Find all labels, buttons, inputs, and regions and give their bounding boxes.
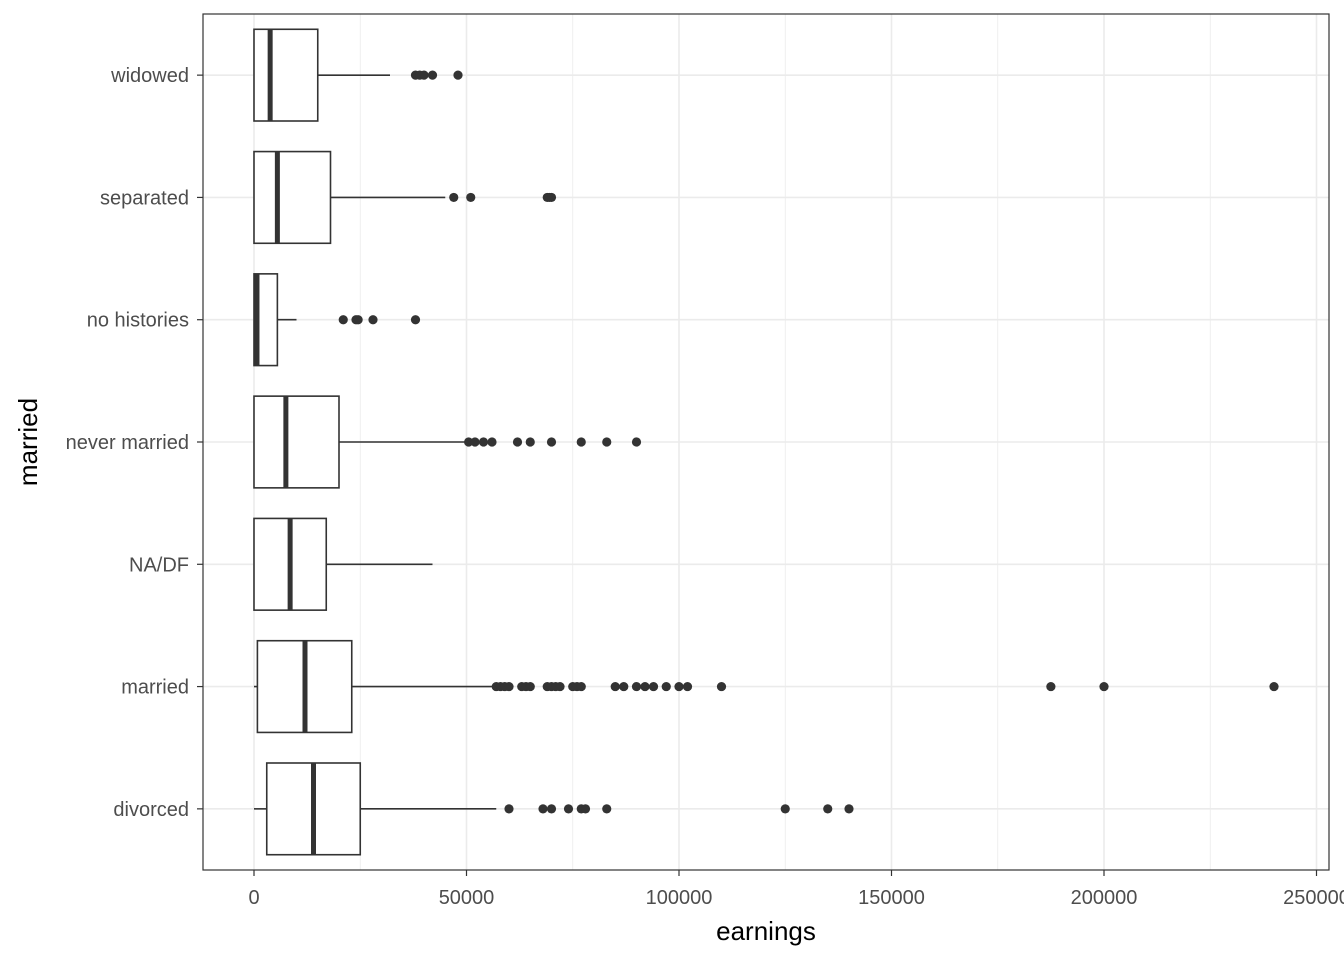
y-tick-label: widowed <box>110 65 189 87</box>
box-no-histories <box>253 273 421 367</box>
outlier-point <box>602 437 612 447</box>
outlier-point <box>780 804 790 814</box>
outlier-point <box>716 681 727 692</box>
y-tick-label: no histories <box>87 310 189 332</box>
y-axis-title: married <box>13 398 43 486</box>
box-separated <box>253 150 557 245</box>
outlier-point <box>631 437 642 447</box>
x-tick-label: 150000 <box>858 887 925 909</box>
box-married <box>254 639 1279 734</box>
outlier-point <box>576 681 586 692</box>
outlier-point <box>610 681 620 692</box>
outlier-point <box>449 192 459 203</box>
outlier-point <box>1046 681 1056 692</box>
box-iqr <box>253 395 340 489</box>
outlier-point <box>466 192 476 203</box>
box-widowed <box>253 28 463 122</box>
y-tick-label: married <box>121 677 189 699</box>
outlier-point <box>546 804 557 814</box>
x-tick-label: 50000 <box>439 887 495 909</box>
x-tick-label: 250000 <box>1283 887 1344 909</box>
outlier-point <box>470 437 480 447</box>
y-tick-label: divorced <box>113 799 189 821</box>
outlier-point <box>555 681 565 692</box>
boxes <box>253 28 1279 856</box>
outlier-point <box>453 70 463 80</box>
outlier-point <box>674 681 684 692</box>
outlier-point <box>464 437 474 447</box>
x-tick-label: 200000 <box>1071 887 1138 909</box>
x-tick-label: 0 <box>248 887 259 909</box>
outlier-point <box>538 804 548 814</box>
box-na-df <box>253 517 433 611</box>
outlier-point <box>419 70 429 80</box>
y-tick-label: NA/DF <box>129 554 189 576</box>
outlier-point <box>487 437 497 447</box>
outlier-point <box>504 804 514 814</box>
outlier-point <box>546 192 557 203</box>
box-iqr <box>253 273 279 367</box>
outlier-point <box>478 437 489 447</box>
outlier-point <box>368 315 378 325</box>
outlier-point <box>512 437 523 447</box>
outlier-point <box>648 681 659 692</box>
x-axis-title: earnings <box>716 916 816 946</box>
outlier-point <box>1269 681 1279 692</box>
outlier-point <box>640 681 650 692</box>
outlier-point <box>525 681 535 692</box>
axes: 0 50000 100000 150000 200000 250000 divorced ma… <box>66 65 1344 909</box>
outlier-point <box>353 315 363 325</box>
outlier-point <box>546 437 557 447</box>
outlier-point <box>661 681 671 692</box>
outlier-point <box>823 804 833 814</box>
outlier-point <box>427 70 438 80</box>
outlier-point <box>576 437 586 447</box>
y-tick-label: never married <box>66 432 189 454</box>
x-tick-label: 100000 <box>646 887 713 909</box>
box-never-married <box>253 395 642 489</box>
outlier-point <box>1099 681 1109 692</box>
outlier-point <box>410 315 421 325</box>
box-divorced <box>254 762 854 856</box>
outlier-point <box>580 804 591 814</box>
box-iqr <box>253 150 332 245</box>
y-tick-label: separated <box>100 187 189 209</box>
outlier-point <box>682 681 693 692</box>
outlier-point <box>525 437 535 447</box>
outlier-point <box>844 804 854 814</box>
outlier-point <box>631 681 642 692</box>
outlier-point <box>338 315 348 325</box>
outlier-point <box>619 681 629 692</box>
outlier-point <box>504 681 514 692</box>
outlier-point <box>602 804 612 814</box>
outlier-point <box>563 804 574 814</box>
box-iqr <box>253 28 319 122</box>
